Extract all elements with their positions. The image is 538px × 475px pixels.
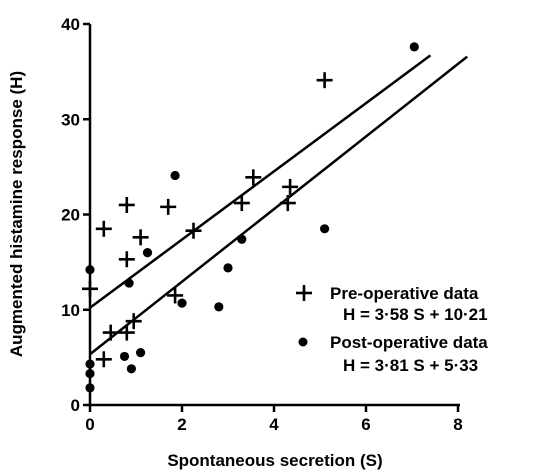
x-tick-label-4: 4 — [269, 415, 279, 434]
pre-operative-point-6 — [118, 324, 135, 341]
legend-post-operative-label: Post-operative data — [330, 333, 488, 352]
legend-dot-marker — [298, 337, 308, 347]
pre-operative-point-15 — [282, 178, 299, 195]
y-tick-label-30: 30 — [61, 110, 80, 129]
x-tick-label-2: 2 — [177, 415, 186, 434]
post-operative-point-15 — [409, 42, 419, 52]
x-tick-label-0: 0 — [85, 415, 94, 434]
legend-pre-operative-equation: H = 3·58 S + 10·21 — [343, 305, 488, 324]
pre-operative-point-13 — [245, 169, 262, 186]
y-tick-label-20: 20 — [61, 206, 80, 225]
post-operative-point-9 — [170, 170, 180, 181]
pre-operative-point-11 — [185, 222, 202, 239]
pre-operative-point-3 — [102, 324, 119, 341]
post-operative-point-7 — [136, 348, 146, 358]
pre-operative-point-12 — [233, 195, 250, 212]
post-operative-point-4 — [119, 351, 130, 362]
post-operative-point-10 — [177, 298, 187, 308]
post-operative-point-8 — [142, 248, 153, 258]
post-operative-fit-line — [89, 55, 468, 356]
post-operative-point-12 — [223, 263, 233, 273]
legend-pre-operative-label: Pre-operative data — [330, 284, 479, 303]
x-tick-label-6: 6 — [361, 415, 370, 434]
pre-operative-point-9 — [160, 198, 177, 215]
pre-operative-fit-line — [89, 54, 432, 309]
x-axis-ticks: 0 2 4 6 8 — [85, 405, 463, 434]
y-tick-label-0: 0 — [71, 396, 80, 415]
fit-lines — [89, 54, 468, 356]
pre-operative-point-10 — [167, 287, 184, 304]
y-axis-ticks: 0 10 20 30 40 — [61, 15, 90, 415]
x-axis-title: Spontaneous secretion (S) — [167, 451, 382, 470]
pre-operative-point-5 — [118, 251, 135, 268]
pre-operative-point-16 — [316, 72, 333, 89]
pre-operative-point-1 — [95, 220, 112, 237]
pre-operative-point-14 — [279, 195, 296, 212]
legend: Pre-operative data H = 3·58 S + 10·21 Po… — [296, 284, 488, 375]
x-tick-label-8: 8 — [453, 415, 462, 434]
y-tick-label-40: 40 — [61, 15, 80, 34]
post-operative-point-5 — [124, 278, 134, 288]
post-operative-point-13 — [237, 234, 247, 244]
pre-operative-point-2 — [95, 351, 112, 368]
post-operative-point-6 — [126, 364, 136, 374]
post-operative-point-14 — [320, 224, 330, 234]
y-axis-title: Augmented histamine response (H) — [7, 71, 26, 357]
y-tick-label-10: 10 — [61, 301, 80, 320]
pre-operative-point-7 — [125, 313, 142, 330]
pre-operative-point-4 — [118, 196, 135, 213]
legend-plus-marker — [296, 285, 312, 301]
legend-post-operative: Post-operative data H = 3·81 S + 5·33 — [298, 333, 488, 375]
pre-operative-point-8 — [132, 229, 149, 246]
legend-post-operative-equation: H = 3·81 S + 5·33 — [343, 356, 478, 375]
legend-pre-operative: Pre-operative data H = 3·58 S + 10·21 — [296, 284, 488, 324]
post-operative-point-11 — [214, 302, 224, 312]
